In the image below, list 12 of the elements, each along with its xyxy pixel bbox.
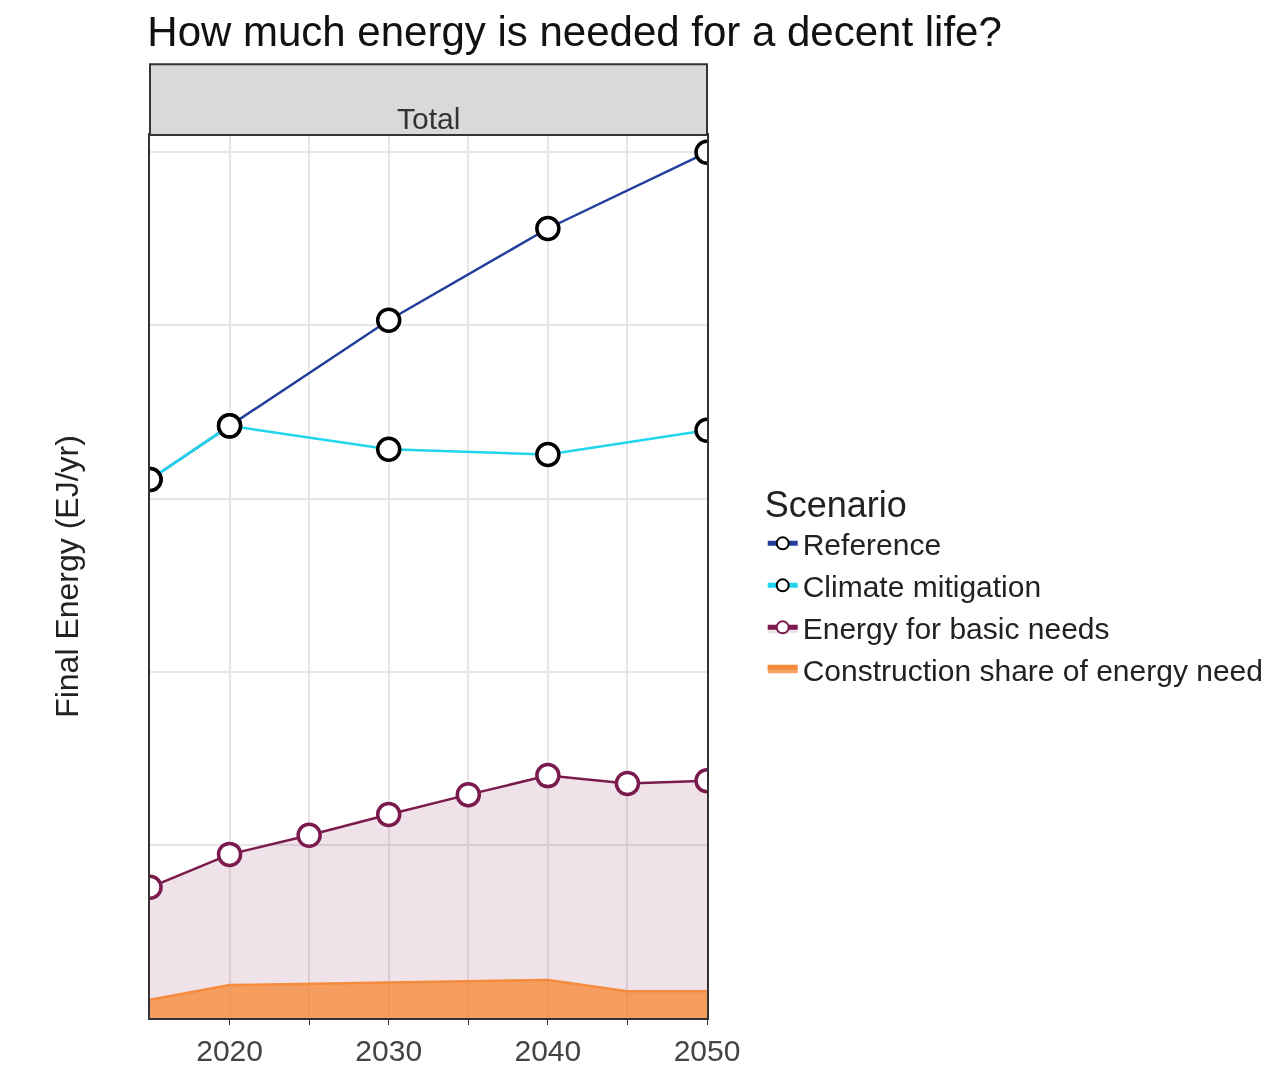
x-tick-label: 2030 (355, 1034, 423, 1067)
text: Total (397, 102, 461, 135)
x-tick-label: 2020 (196, 1034, 263, 1067)
legend-label: Reference (802, 528, 942, 562)
x-tick-label: 2050 (673, 1034, 741, 1067)
x-tick-label: 2040 (514, 1034, 582, 1067)
y-axis-title: Final Energy (EJ/yr) (48, 435, 85, 718)
legend-title: Scenario (764, 484, 907, 526)
legend-label: Energy for basic needs (802, 612, 1110, 646)
legend-label: Construction share of energy need (802, 654, 1263, 688)
chart-title: How much energy is needed for a decent life? (147, 7, 1002, 55)
legend-label: Climate mitigation (802, 570, 1042, 604)
